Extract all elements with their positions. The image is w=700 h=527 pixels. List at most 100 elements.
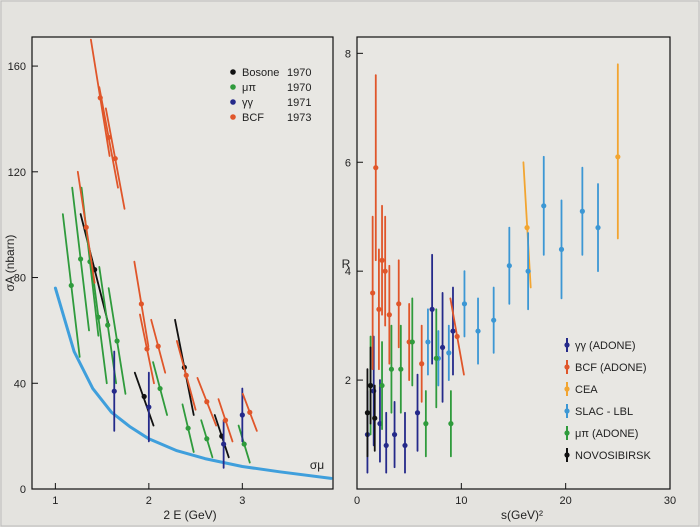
left-x-axis-label: 2 E (GeV): [163, 508, 216, 522]
left-legend-year: 1971: [287, 97, 311, 109]
left-curve-label: σμ: [310, 458, 324, 472]
left-legend-item: BCF 1973: [230, 112, 311, 124]
left-data-point: [155, 343, 161, 349]
left-data-point: [222, 417, 229, 423]
left-data-point: [105, 322, 111, 328]
right-data-point: [382, 268, 388, 274]
right-data-point: [419, 361, 425, 367]
right-series-3: [425, 155, 601, 387]
left-data-point: [95, 314, 101, 320]
right-y-tick-label: 2: [345, 375, 351, 387]
right-legend-label: γγ (ADONE): [575, 340, 636, 352]
right-data-point: [409, 339, 415, 345]
left-y-axis-label: σA (nbarn): [3, 235, 17, 292]
left-legend-marker: [230, 84, 236, 90]
right-data-point: [370, 290, 376, 296]
left-legend-label: γγ: [242, 97, 254, 109]
left-series-2: [111, 350, 245, 469]
right-data-point: [376, 306, 382, 312]
left-x-tick-label: 3: [239, 495, 245, 507]
right-data-point: [506, 263, 512, 269]
left-legend-label: Bosone: [242, 67, 279, 79]
left-y-tick-label: 40: [14, 378, 26, 390]
right-data-point: [383, 442, 389, 449]
right-legend-marker: [564, 364, 570, 370]
right-data-point: [524, 225, 530, 231]
right-data-point: [525, 268, 531, 274]
left-series-3: [76, 38, 258, 443]
right-data-marks: [364, 63, 621, 474]
right-data-point: [558, 246, 565, 252]
right-legend-item: μπ (ADONE): [564, 426, 638, 440]
right-data-point: [615, 154, 621, 160]
right-data-point: [398, 366, 404, 372]
right-legend-label: NOVOSIBIRSK: [575, 450, 651, 462]
right-legend-item: CEA: [564, 382, 598, 396]
left-data-point: [83, 224, 89, 230]
right-legend-marker: [564, 452, 570, 458]
right-data-point: [450, 328, 456, 334]
left-data-point: [111, 388, 117, 394]
right-data-point: [448, 421, 454, 427]
right-legend-label: CEA: [575, 384, 598, 396]
left-legend-label: BCF: [242, 112, 264, 124]
left-data-point: [204, 399, 210, 405]
right-x-tick-label: 10: [455, 495, 467, 507]
left-legend-item: Bosone 1970: [230, 67, 311, 79]
right-x-axis-label: s(GeV)²: [501, 508, 543, 522]
right-data-point: [367, 382, 374, 389]
right-data-point: [579, 208, 585, 214]
left-legend-item: μπ 1970: [230, 82, 311, 94]
left-y-tick-label: 120: [8, 167, 26, 179]
right-legend-marker: [564, 408, 570, 414]
right-x-tick-label: 30: [664, 495, 676, 507]
right-y-tick-label: 6: [345, 157, 351, 169]
right-data-point: [439, 344, 446, 351]
left-data-marks: [53, 38, 333, 480]
right-legend-label: SLAC - LBL: [575, 406, 633, 418]
right-x-tick-label: 20: [560, 495, 572, 507]
right-series-5: [364, 346, 378, 458]
left-data-point: [157, 385, 163, 392]
left-plot-frame: [31, 36, 334, 490]
right-error-bar: [522, 161, 532, 289]
left-data-point: [247, 409, 253, 415]
right-legend-marker: [564, 342, 570, 348]
left-data-point: [204, 436, 210, 442]
left-data-point: [146, 404, 152, 410]
right-data-point: [429, 306, 435, 312]
left-legend-year: 1973: [287, 112, 311, 124]
left-y-tick-label: 0: [20, 484, 26, 496]
right-series-1: [370, 74, 465, 403]
right-data-point: [402, 442, 408, 449]
right-y-tick-label: 4: [345, 266, 351, 278]
left-legend-marker: [230, 99, 236, 105]
left-data-point: [138, 301, 144, 307]
right-data-point: [373, 165, 379, 171]
left-data-point: [106, 134, 112, 141]
left-y-tick-label: 160: [8, 61, 26, 73]
right-data-point: [414, 410, 421, 416]
left-data-point: [78, 256, 84, 262]
left-data-point: [239, 412, 245, 418]
left-data-point: [114, 338, 120, 344]
right-legend-marker: [564, 430, 570, 436]
right-y-tick-label: 8: [345, 48, 351, 60]
left-data-point: [112, 155, 118, 162]
right-data-point: [595, 225, 601, 231]
left-x-tick-label: 1: [52, 495, 58, 507]
panel-right-ratio: 0 10 20 30 2 4 6 8 s(GeV)² R γγ (ADONE) BCF (ADO…: [342, 36, 676, 522]
left-legend-year: 1970: [287, 82, 311, 94]
right-data-point: [379, 382, 385, 389]
right-data-point: [364, 410, 371, 416]
left-legend-marker: [230, 114, 236, 120]
left-series-1: [61, 186, 251, 464]
left-data-point: [141, 393, 147, 400]
left-y-tick-label: 80: [14, 273, 26, 285]
left-ticks: 1 2 3 0 40 80 120 160: [8, 61, 246, 507]
left-legend-year: 1970: [287, 67, 311, 79]
right-data-point: [475, 328, 481, 334]
right-plot-frame: [356, 36, 671, 490]
right-data-point: [372, 415, 378, 421]
